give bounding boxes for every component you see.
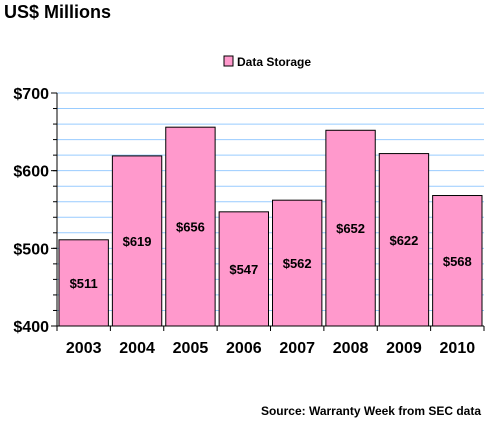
data-label-2004: $619: [123, 234, 152, 249]
bar-2005: [165, 126, 216, 327]
x-tick-label: 2010: [440, 340, 476, 357]
data-label-2010: $568: [443, 254, 472, 269]
data-label-2003: $511: [70, 276, 98, 291]
bar-2003: [58, 239, 109, 327]
x-tick-label: 2006: [226, 340, 262, 357]
y-tick-label: $700: [13, 86, 49, 103]
data-label-2006: $547: [229, 262, 258, 277]
x-tick-label: 2008: [333, 340, 369, 357]
y-tick-label: $500: [13, 241, 49, 258]
legend-label: Data Storage: [237, 55, 311, 69]
chart-title: US$ Millions: [4, 2, 111, 22]
x-tick-label: 2009: [386, 340, 422, 357]
data-label-2009: $622: [389, 233, 418, 248]
source-note: Source: Warranty Week from SEC data: [261, 404, 481, 418]
data-label-2005: $656: [176, 220, 205, 235]
bar-2010: [432, 195, 483, 327]
x-tick-label: 2005: [173, 340, 209, 357]
bars: [58, 126, 483, 327]
legend-swatch: [223, 55, 234, 67]
data-label-2008: $652: [336, 221, 365, 236]
bar-2004: [111, 155, 163, 327]
x-tick-label: 2007: [279, 340, 315, 357]
x-tick-label: 2004: [119, 340, 155, 357]
data-label-2007: $562: [283, 256, 312, 271]
legend: Data Storage: [223, 55, 311, 69]
y-tick-label: $400: [13, 319, 49, 336]
y-tick-label: $600: [13, 164, 49, 181]
x-tick-label: 2003: [66, 340, 102, 357]
axes: [51, 92, 485, 331]
labels: $511 $619 $656 $547 $562 $652 $622 $568 $400 $500…: [13, 86, 475, 357]
bar-2006: [218, 211, 269, 327]
bar-2009: [378, 153, 430, 327]
